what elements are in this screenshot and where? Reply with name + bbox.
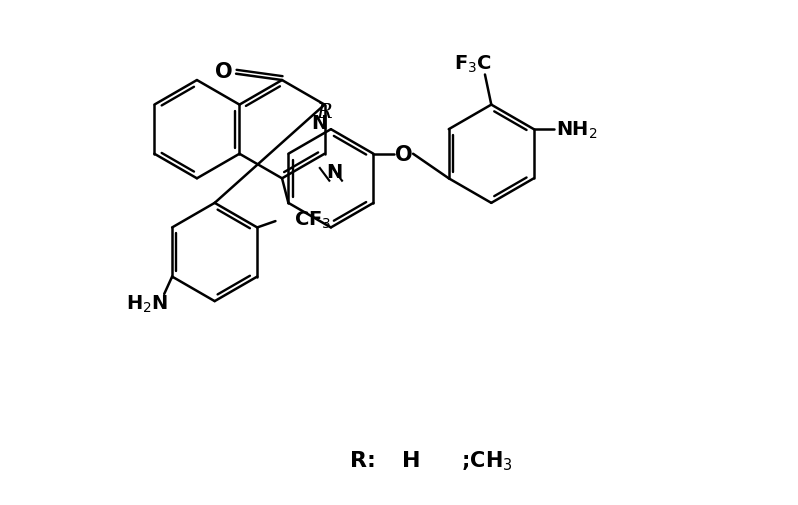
Text: F$_3$C: F$_3$C [454,54,492,75]
Text: N: N [326,162,342,181]
Text: R:: R: [350,450,377,471]
Text: ;CH$_3$: ;CH$_3$ [447,449,512,472]
Text: O: O [215,62,233,81]
Text: N: N [311,113,327,132]
Text: H: H [401,450,420,471]
Text: H$_2$N: H$_2$N [125,293,168,315]
Text: CF$_3$: CF$_3$ [294,210,331,231]
Text: O: O [395,144,413,165]
Text: R: R [317,103,333,122]
Text: NH$_2$: NH$_2$ [556,119,598,140]
